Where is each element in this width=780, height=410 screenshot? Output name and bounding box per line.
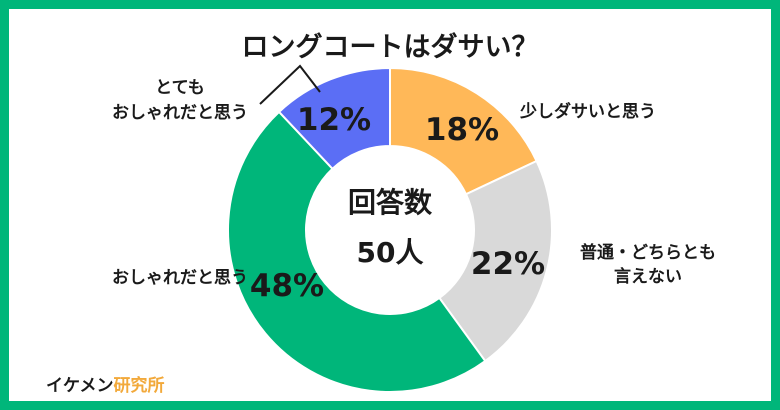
slice-category-label: 普通・どちらとも <box>580 242 716 263</box>
center-label-line2: 50人 <box>357 236 424 269</box>
slice-value-label: 48% <box>250 268 324 304</box>
brand-name-part1: イケメン <box>46 376 114 396</box>
donut-slice <box>277 66 391 171</box>
slice-value-label: 18% <box>425 112 499 148</box>
brand-name-part2: 研究所 <box>114 375 165 396</box>
brand-logo: イケメン研究所 <box>46 375 165 396</box>
chart-title: ロングコートはダサい？ <box>242 31 539 63</box>
donut-slice <box>437 159 553 363</box>
donut-slice <box>389 66 538 196</box>
leader-line <box>259 64 321 105</box>
slice-value-label: 22% <box>471 246 545 282</box>
slice-category-label: とても <box>155 78 205 98</box>
donut-slice <box>227 110 487 393</box>
center-label-line1: 回答数 <box>348 186 433 219</box>
slice-category-label: 少しダサいと思う <box>519 101 656 122</box>
donut-slices <box>227 66 553 393</box>
slice-value-label: 12% <box>297 102 371 138</box>
slice-category-label: おしゃれだと思う <box>112 103 248 123</box>
slice-category-label: おしゃれだと思う <box>112 268 248 288</box>
slice-category-label: 言えない <box>614 266 682 287</box>
